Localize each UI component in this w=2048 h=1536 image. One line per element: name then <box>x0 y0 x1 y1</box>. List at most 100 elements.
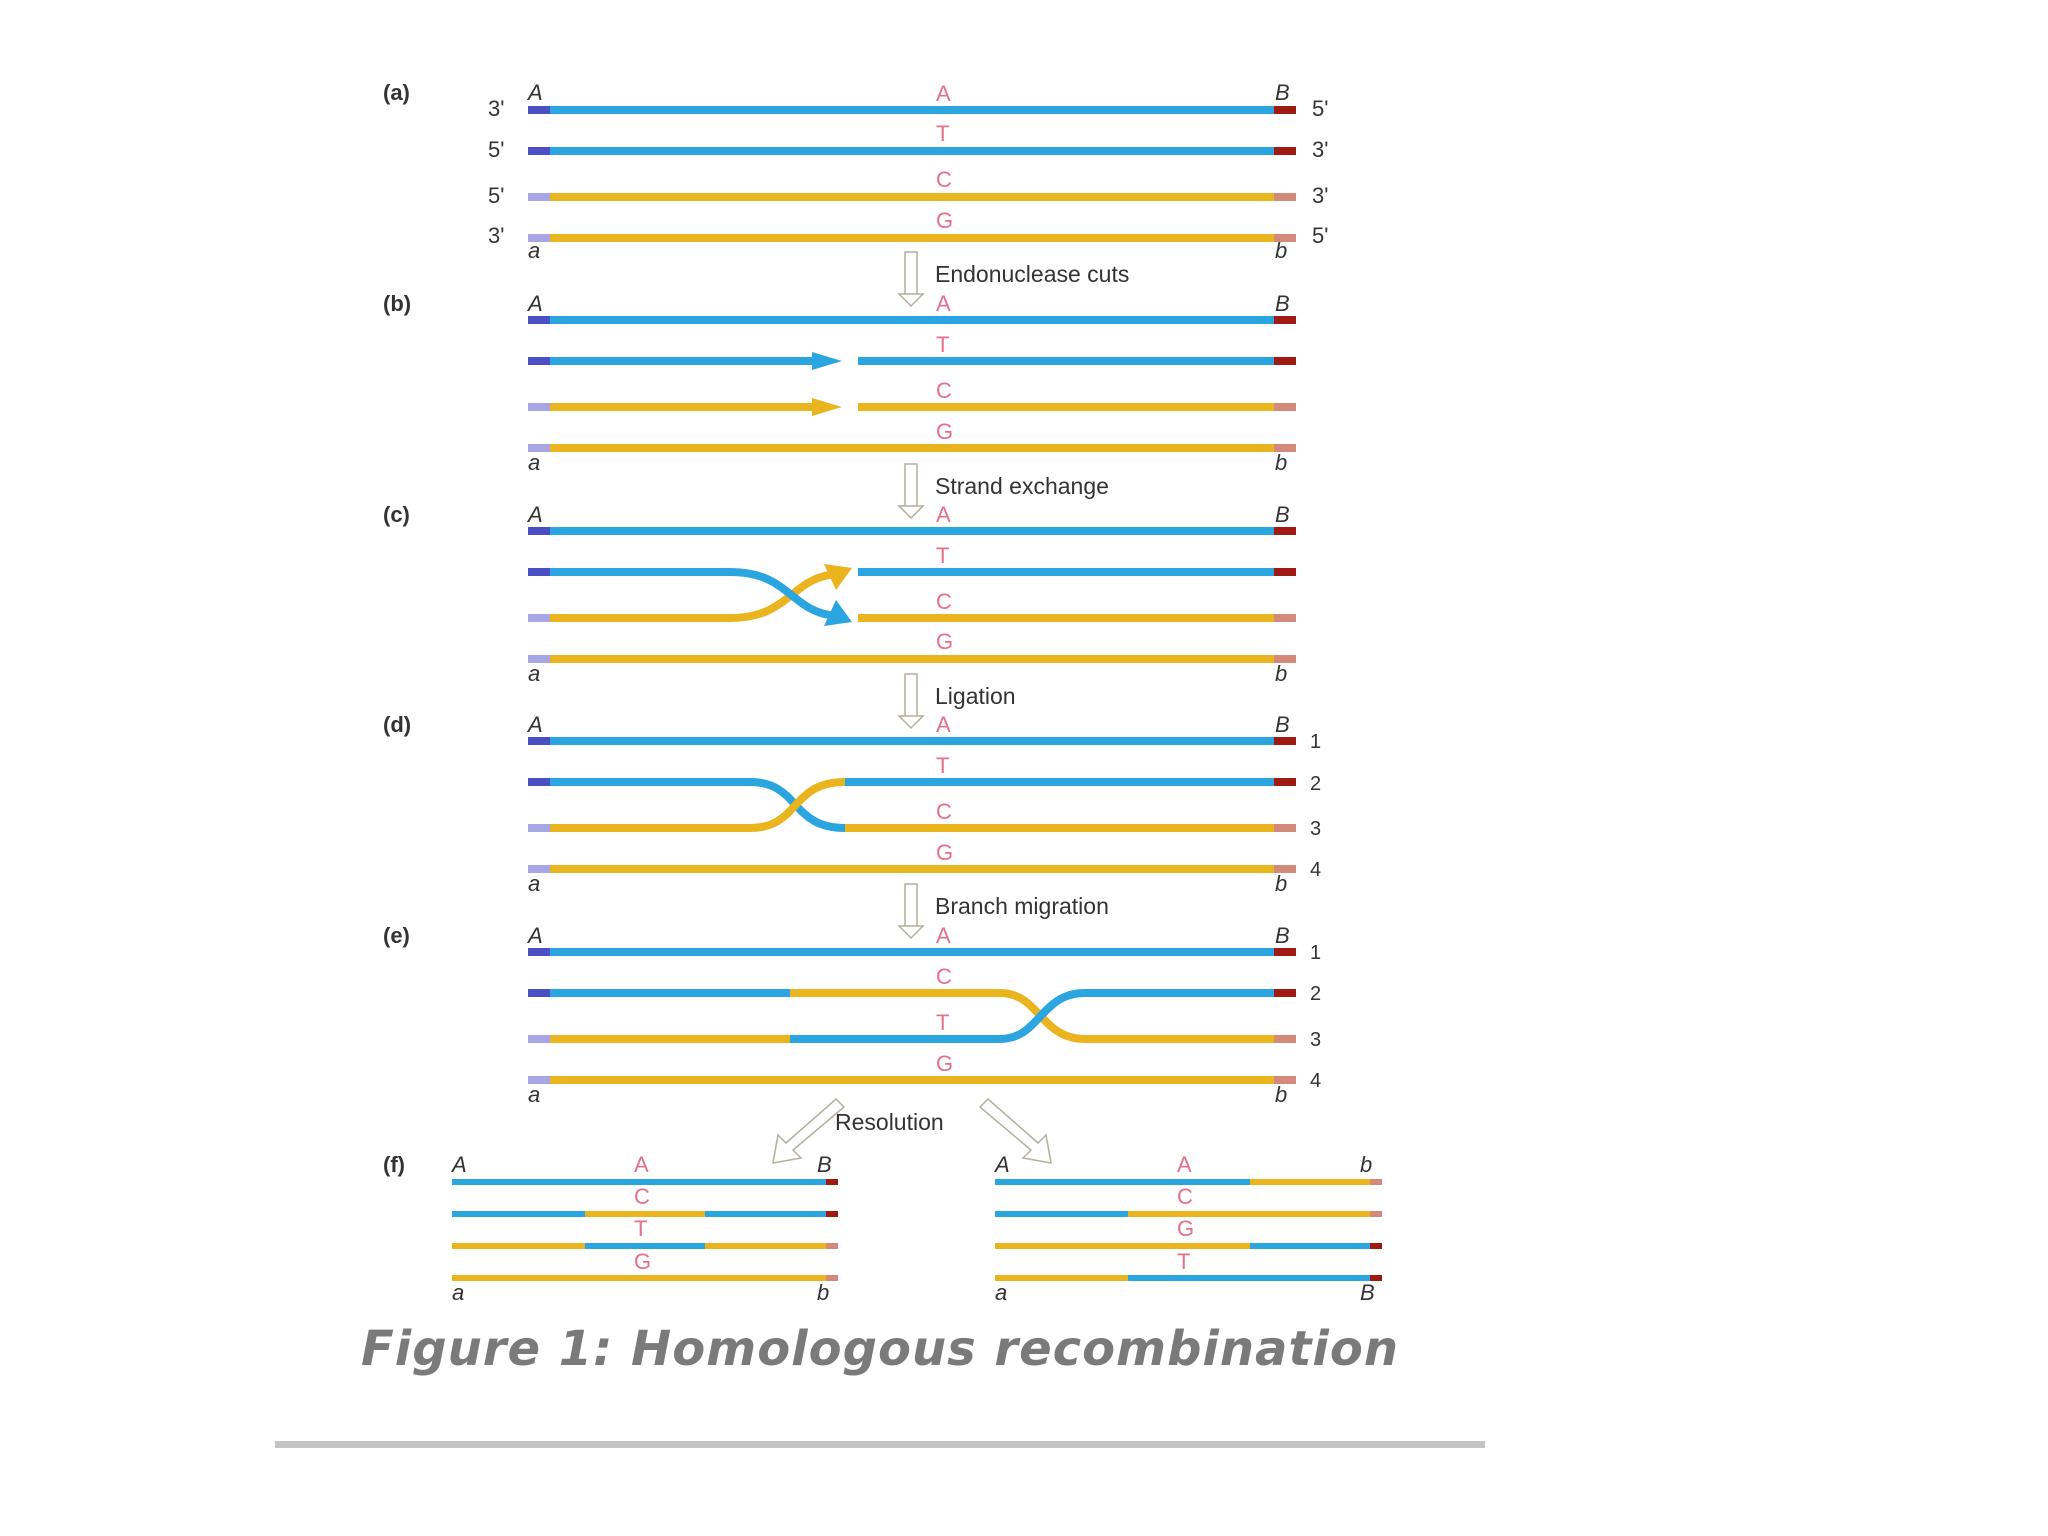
strand-end-label: 5' <box>488 183 504 208</box>
strand-number: 3 <box>1310 1029 1321 1051</box>
base-letter: T <box>936 1010 949 1035</box>
strand-arrowhead-icon <box>812 352 842 370</box>
panel-label-b: (b) <box>383 291 411 316</box>
locus-label-B: B <box>1275 923 1290 948</box>
diagonal-arrow-right-icon <box>978 1097 1052 1164</box>
strand-end-label: 5' <box>1312 96 1328 121</box>
strand-number: 3 <box>1310 818 1321 840</box>
locus-label-A: A <box>526 923 543 948</box>
strand-number: 2 <box>1310 983 1321 1005</box>
base-letter: A <box>936 712 951 737</box>
down-arrow-icon <box>897 883 925 940</box>
locus-label-A: A <box>526 80 543 105</box>
locus-label-A: A <box>450 1152 467 1177</box>
base-letter: G <box>936 1051 953 1076</box>
figure-caption: Figure 1: Homologous recombination <box>361 1321 1399 1377</box>
base-letter: G <box>936 419 953 444</box>
strand-end-label: 3' <box>488 223 504 248</box>
strand-end-label: 5' <box>1312 223 1328 248</box>
dna-strand-crossover <box>528 568 837 620</box>
base-letter: T <box>936 753 949 778</box>
base-letter: G <box>936 208 953 233</box>
strand-end-label: 3' <box>1312 137 1328 162</box>
base-letter: T <box>1177 1249 1190 1274</box>
locus-label-a: a <box>528 661 540 686</box>
base-letter: C <box>936 589 952 614</box>
locus-label-a: a <box>528 238 540 263</box>
base-letter: A <box>936 923 951 948</box>
base-letter: G <box>936 629 953 654</box>
locus-label-B: B <box>1275 712 1290 737</box>
strand-number: 2 <box>1310 773 1321 795</box>
down-arrow-icon <box>897 463 925 520</box>
down-arrow-icon <box>897 673 925 730</box>
dna-strand-crossover <box>999 989 1296 1043</box>
locus-label-B: B <box>1275 80 1290 105</box>
locus-label-a: a <box>528 871 540 896</box>
strand-arrowhead-icon <box>824 564 852 590</box>
locus-label-a: a <box>528 1082 540 1107</box>
base-letter: T <box>936 121 949 146</box>
base-letter: T <box>936 543 949 568</box>
base-letter: T <box>936 332 949 357</box>
base-letter: G <box>1177 1216 1194 1241</box>
locus-label-B: B <box>1360 1280 1375 1305</box>
strand-number: 1 <box>1310 731 1321 753</box>
base-letter: C <box>936 964 952 989</box>
strand-end-label: 3' <box>1312 183 1328 208</box>
panel-label-d: (d) <box>383 712 411 737</box>
strand-number: 4 <box>1310 859 1321 881</box>
dna-strand-crossover <box>528 778 1296 832</box>
locus-label-B: B <box>1275 291 1290 316</box>
strand-arrowhead-icon <box>824 600 852 626</box>
down-arrow-icon <box>897 251 925 308</box>
locus-label-a: a <box>452 1280 464 1305</box>
locus-label-b: b <box>1275 661 1287 686</box>
step-label-ligation: Ligation <box>935 683 1016 709</box>
step-label-migration: Branch migration <box>935 893 1109 919</box>
base-letter: A <box>936 81 951 106</box>
strand-number: 1 <box>1310 942 1321 964</box>
locus-label-a: a <box>528 450 540 475</box>
strand-end-label: 3' <box>488 96 504 121</box>
diagonal-arrow-left-icon <box>772 1097 846 1164</box>
dna-strand-crossover <box>528 778 1296 832</box>
strand-number: 4 <box>1310 1070 1321 1092</box>
step-label-resolution: Resolution <box>835 1109 944 1135</box>
caption-underline <box>275 1441 1485 1448</box>
locus-label-b: b <box>1275 1082 1287 1107</box>
dna-strands <box>452 106 1382 1281</box>
base-letter: C <box>936 378 952 403</box>
locus-label-b: b <box>817 1280 829 1305</box>
base-letter: C <box>1177 1184 1193 1209</box>
locus-label-a: a <box>995 1280 1007 1305</box>
locus-label-A: A <box>526 291 543 316</box>
locus-label-b: b <box>1360 1152 1372 1177</box>
base-letter: C <box>634 1184 650 1209</box>
base-letter: A <box>634 1152 649 1177</box>
base-letter: C <box>936 167 952 192</box>
locus-label-A: A <box>526 712 543 737</box>
locus-label-A: A <box>526 502 543 527</box>
base-letter: T <box>634 1216 647 1241</box>
locus-label-B: B <box>1275 502 1290 527</box>
panel-label-a: (a) <box>383 80 410 105</box>
base-letter: A <box>936 291 951 316</box>
base-letter: G <box>634 1249 651 1274</box>
dna-strand-crossover <box>528 570 837 622</box>
base-letter: G <box>936 840 953 865</box>
panel-label-f: (f) <box>383 1152 405 1177</box>
locus-label-b: b <box>1275 871 1287 896</box>
step-label-endonuclease: Endonuclease cuts <box>935 261 1129 287</box>
panel-label-c: (c) <box>383 502 410 527</box>
step-label-exchange: Strand exchange <box>935 473 1109 499</box>
base-letter: C <box>936 799 952 824</box>
locus-label-A: A <box>993 1152 1010 1177</box>
locus-label-B: B <box>817 1152 832 1177</box>
strand-end-label: 5' <box>488 137 504 162</box>
locus-label-b: b <box>1275 450 1287 475</box>
base-letter: A <box>936 502 951 527</box>
panel-label-e: (e) <box>383 923 410 948</box>
base-letter: A <box>1177 1152 1192 1177</box>
